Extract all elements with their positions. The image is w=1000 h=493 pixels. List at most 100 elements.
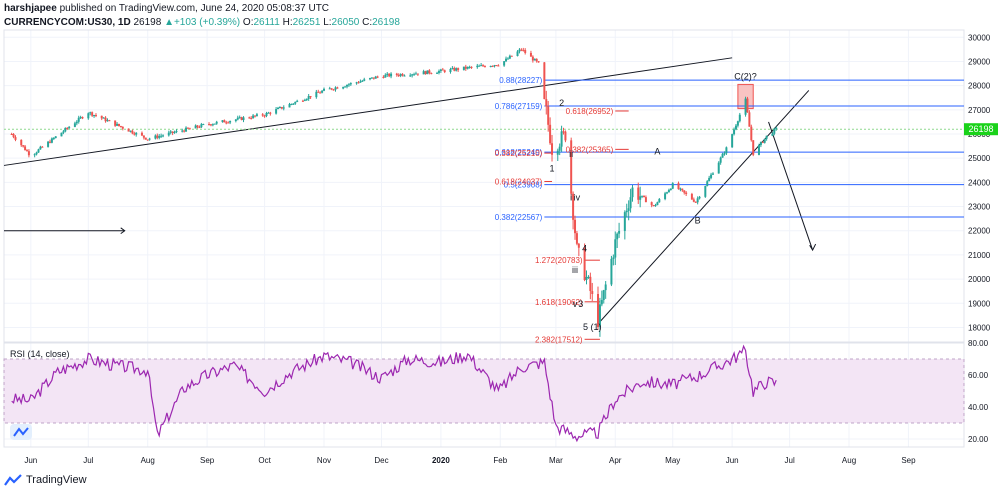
candle-body [156,135,159,138]
candle-body [208,124,211,126]
candle-body [629,197,632,209]
candle-body [47,141,50,147]
long-trendline [3,57,733,166]
candle-body [491,65,494,67]
candle-body [437,71,440,73]
time-axis-tick: Jul [785,456,795,465]
candle-body [721,153,724,158]
candle-body [451,68,454,70]
candle-body [255,114,258,116]
fib-label-blue: 0.88(28227) [499,76,542,85]
candle-body [211,124,214,126]
candle-body [664,193,667,200]
brand-name[interactable]: TradingView [26,474,87,486]
candle-body [416,73,419,75]
candle-body [679,188,682,190]
candle-body [587,276,590,278]
candle-body [277,107,280,110]
candle-body [482,65,485,67]
candle-body [414,73,417,75]
candle-body [637,187,640,200]
candle-body [185,127,188,132]
low-label: L: [323,17,332,28]
candle-body [106,120,109,122]
candle-body [196,125,199,128]
candle-body [319,92,322,94]
candle-body [671,183,674,189]
candle-body [570,140,573,194]
ray-arrow-icon [120,227,126,235]
wave-label: ii [569,149,573,159]
fib-label-red: 1.272(20783) [535,256,583,265]
symbol-info: CURRENCYCOM:US30, 1D 26198 ▲+103 (+0.39%… [4,17,400,28]
candle-body [575,233,578,244]
candle-body [372,77,375,79]
candle-body [269,112,272,114]
candle-body [422,71,425,75]
high-value: 26251 [292,17,321,28]
candle-body [148,138,151,140]
wave-label: v [573,299,578,309]
candle-body [200,124,203,128]
price-axis-tick: 18000 [968,323,991,332]
candle-body [290,103,293,105]
symbol-name: CURRENCYCOM:US30, 1D [4,17,131,28]
candle-body [522,49,525,51]
time-axis-tick: 2020 [432,456,450,465]
candle-body [25,150,28,152]
candle-body [520,49,523,51]
candle-body [426,70,429,75]
price-axis-tick: 28000 [968,82,991,91]
publish-info: harshjapee published on TradingView.com,… [4,3,329,14]
candle-body [60,132,63,137]
candle-body [48,141,51,143]
rsi-title: RSI (14, close) [10,349,70,359]
last-price: 26198 [133,17,162,28]
candle-body [347,84,350,86]
wave-label: 1 [550,163,555,173]
candle-body [518,49,521,52]
candle-body [384,74,387,78]
candle-body [428,70,431,74]
candle-body [708,177,711,182]
rsi-axis-tick: 80.00 [968,339,989,348]
candle-body [589,276,592,292]
rsi-axis-tick: 40.00 [968,403,989,412]
candle-body [317,91,320,93]
candle-body [725,147,728,154]
candle-body [650,202,653,206]
candle-body [644,197,647,203]
candle-body [265,112,268,117]
candle-body [267,112,270,114]
open-label: O: [242,17,254,28]
candle-body [294,101,297,104]
candle-body [681,188,684,191]
candle-body [547,106,550,125]
candle-body [495,65,498,67]
last-price-tag: 26198 [964,123,998,136]
candle-body [669,188,672,191]
candle-body [483,66,486,68]
wave-label: B [695,215,701,225]
candle-body [466,66,469,69]
candle-body [242,117,245,121]
candle-body [140,132,143,136]
wave-label: 3 [578,299,583,309]
candle-body [602,290,605,301]
candle-body [344,86,347,88]
candle-body [733,129,736,135]
fib-label-red: 0.382(25365) [566,145,614,154]
candle-body [537,61,540,63]
candle-body [332,89,335,91]
candle-body [614,239,617,258]
author-name[interactable]: harshjapee [4,3,57,14]
candle-body [24,146,27,151]
tradingview-badge-icon[interactable] [10,424,32,440]
fib-label-red: 0.618(24037) [495,177,543,186]
candle-body [250,118,253,120]
candle-body [202,124,205,126]
candle-body [89,112,92,114]
candle-body [282,107,285,109]
